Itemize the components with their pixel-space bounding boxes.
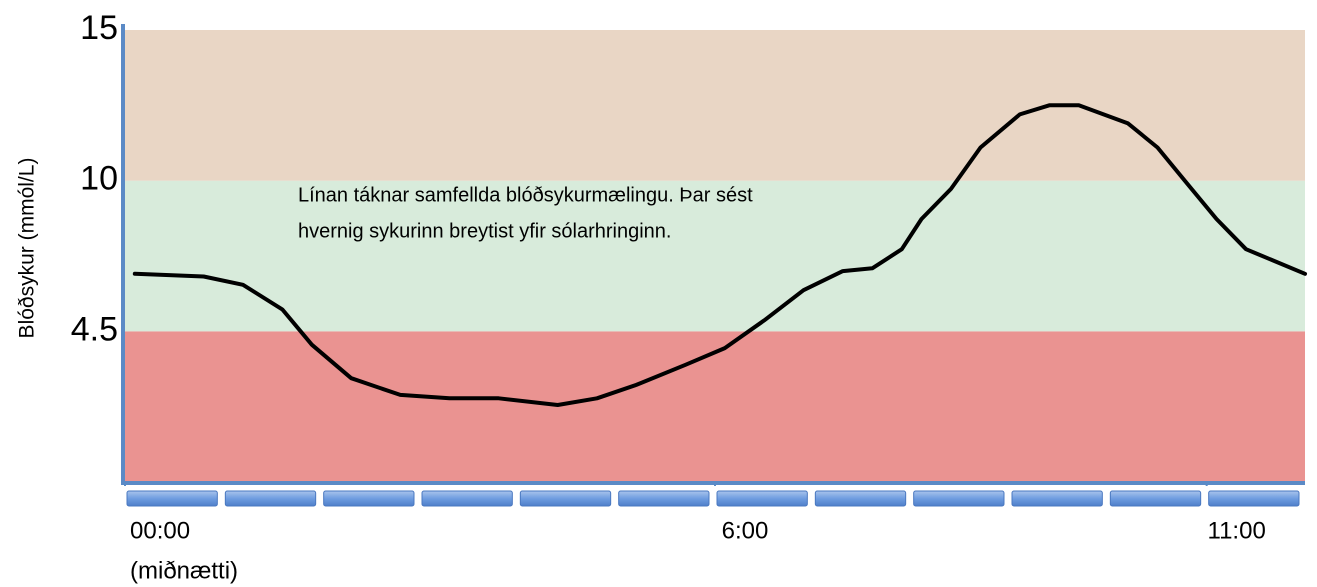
y-axis-label: Blóðsykur (mmól/L) <box>16 158 39 339</box>
time-blocks <box>126 490 1300 507</box>
band <box>125 180 1305 332</box>
time-block <box>1011 490 1103 507</box>
x-tick-label: 11:00 <box>1208 517 1266 544</box>
x-tick-label: 6:00 <box>722 517 769 544</box>
time-block <box>1208 490 1300 507</box>
time-block <box>519 490 612 507</box>
time-block <box>323 490 415 507</box>
y-tick-label: 4.5 <box>71 310 118 348</box>
time-block <box>421 490 513 507</box>
time-block <box>618 490 710 507</box>
time-block <box>913 490 1005 507</box>
annotation: hvernig sykurinn breytist yfir sólarhrin… <box>298 220 672 242</box>
annotation: Línan táknar samfellda blóðsykurmælingu.… <box>298 184 753 206</box>
x-tick-label: 00:00 <box>130 517 190 544</box>
time-block <box>716 490 808 507</box>
time-block <box>224 490 317 507</box>
glucose-line <box>132 103 1307 407</box>
x-tick-note: (miðnætti) <box>130 557 238 584</box>
y-tick-label: 15 <box>80 9 118 47</box>
time-block <box>814 490 907 507</box>
time-block <box>1109 490 1202 507</box>
time-block <box>126 490 218 507</box>
band <box>125 30 1305 181</box>
bands <box>125 30 1305 482</box>
band <box>125 331 1305 482</box>
y-tick-label: 10 <box>80 160 118 198</box>
